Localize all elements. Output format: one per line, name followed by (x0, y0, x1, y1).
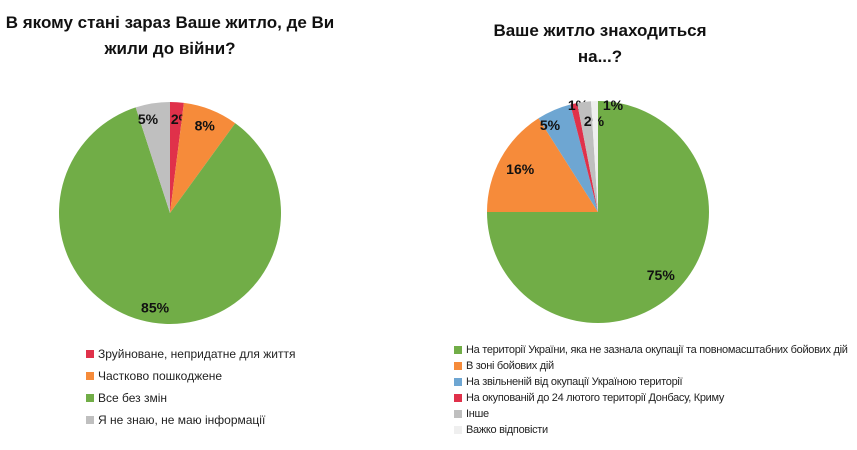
slice-data-label: 5% (540, 117, 561, 133)
legend-label: Інше (466, 408, 489, 420)
pie-slice (577, 101, 598, 212)
legend-housing-condition: Зруйноване, непридатне для життя Частково… (86, 343, 295, 431)
legend-label: Важко відповісти (466, 424, 548, 436)
legend-swatch (86, 372, 94, 380)
legend-item: На території України, яка не зазнала оку… (454, 342, 852, 358)
legend-swatch (454, 394, 462, 402)
legend-item: На окупованій до 24 лютого території Дон… (454, 390, 852, 406)
legend-label: Зруйноване, непридатне для життя (98, 347, 296, 361)
legend-item: Зруйноване, непридатне для життя (86, 343, 295, 365)
legend-swatch (454, 426, 462, 434)
legend-label: На території України, яка не зазнала оку… (466, 344, 848, 356)
chart-title-housing-location: Ваше житло знаходиться на...? (493, 21, 707, 66)
pie-slice (170, 102, 236, 213)
legend-label: Все без змін (98, 391, 168, 405)
legend-item: В зоні бойових дій (454, 358, 852, 374)
pie-slice (59, 107, 281, 324)
legend-item: Важко відповісти (454, 422, 852, 438)
legend-label: В зоні бойових дій (466, 360, 554, 372)
slice-data-label: 8% (195, 117, 216, 133)
legend-swatch (454, 346, 462, 354)
legend-label: На звільненій від окупації Україною тери… (466, 376, 683, 388)
legend-item: На звільненій від окупації Україною тери… (454, 374, 852, 390)
legend-swatch (86, 350, 94, 358)
pie-slice (591, 101, 598, 212)
legend-swatch (86, 394, 94, 402)
legend-housing-location: На території України, яка не зазнала оку… (454, 342, 852, 438)
legend-label: Я не знаю, не маю інформації (98, 413, 266, 427)
legend-swatch (454, 410, 462, 418)
legend-swatch (454, 362, 462, 370)
pie-slice (135, 102, 170, 213)
pie-slice (170, 102, 184, 213)
legend-item: Все без змін (86, 387, 295, 409)
legend-label: На окупованій до 24 лютого території Дон… (466, 392, 725, 404)
legend-item: Я не знаю, не маю інформації (86, 409, 295, 431)
legend-swatch (454, 378, 462, 386)
slice-data-label: 1% (603, 97, 624, 113)
legend-item: Частково пошкоджене (86, 365, 295, 387)
legend-item: Інше (454, 406, 852, 422)
legend-label: Частково пошкоджене (98, 369, 223, 383)
pie-slice (487, 118, 598, 212)
chart-title-housing-condition: В якому стані зараз Ваше житло, де Ви жи… (5, 13, 335, 58)
legend-swatch (86, 416, 94, 424)
slice-data-label: 5% (138, 111, 159, 127)
slice-data-label: 16% (506, 161, 535, 177)
pie-slice (538, 104, 598, 212)
slice-data-label: 85% (141, 299, 170, 315)
slice-data-label: 75% (647, 267, 676, 283)
pie-slice (570, 102, 598, 212)
